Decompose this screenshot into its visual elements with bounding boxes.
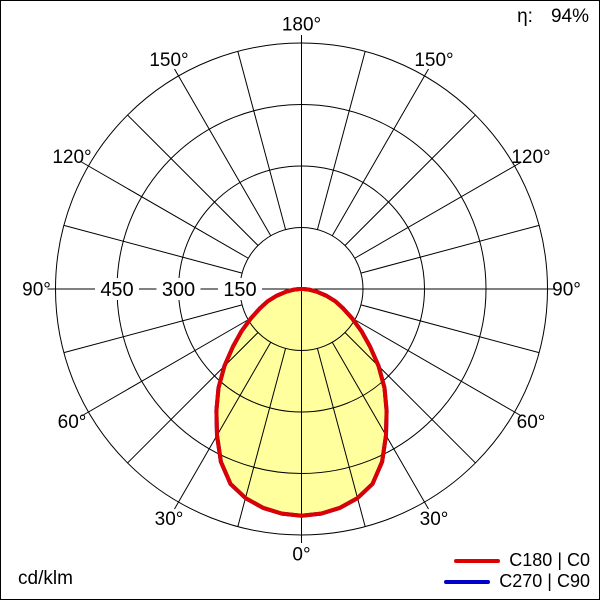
angle-label: 120°	[511, 147, 550, 168]
ring-label-mask	[156, 278, 201, 300]
grid-spoke	[331, 68, 429, 236]
legend-item-c90: C270 | C90	[444, 571, 590, 592]
grid-spoke	[354, 161, 522, 259]
ring-label: 300	[162, 279, 195, 301]
grid-spoke	[360, 224, 540, 274]
legend-label-c0: C180 | C0	[509, 550, 590, 570]
grid-spoke	[63, 224, 243, 274]
grid-spoke	[331, 342, 429, 510]
grid-spoke	[237, 51, 287, 230]
efficiency-value: 94%	[550, 6, 589, 27]
angle-label: 0°	[292, 545, 310, 566]
grid-spoke	[63, 304, 243, 354]
grid-spoke	[344, 114, 476, 246]
legend-line-c90-icon	[444, 579, 491, 584]
efficiency-label: η:	[517, 6, 533, 27]
grid-spoke	[127, 332, 259, 464]
angle-label: 150°	[149, 50, 188, 71]
grid-spoke	[174, 342, 272, 510]
grid-spoke	[360, 304, 540, 354]
legend-label-c90: C270 | C90	[499, 571, 590, 591]
grid-spoke	[81, 161, 249, 259]
grid-spoke	[81, 319, 249, 417]
grid-spoke	[354, 319, 522, 417]
angle-label: 180°	[282, 15, 321, 36]
intensity-curve-c180-c0	[214, 287, 389, 518]
angle-label: 60°	[517, 412, 546, 433]
angle-label: 90°	[552, 280, 581, 301]
efficiency-readout: η: 94%	[517, 6, 589, 28]
angle-label: 150°	[414, 50, 453, 71]
legend-line-c0-icon	[454, 558, 501, 563]
angle-label: 30°	[155, 509, 184, 530]
grid-spoke	[316, 51, 366, 230]
angle-label: 30°	[420, 509, 449, 530]
angle-label: 60°	[58, 412, 87, 433]
ring-label-mask	[218, 278, 262, 300]
ring-label-mask	[95, 278, 139, 300]
ring-label: 450	[100, 279, 133, 301]
angle-label: 120°	[52, 147, 91, 168]
ring-label: 150	[223, 279, 256, 301]
grid-spoke	[174, 68, 272, 236]
angle-label: 90°	[22, 280, 51, 301]
units-label: cd/klm	[18, 568, 73, 589]
legend-item-c0: C180 | C0	[444, 550, 590, 571]
grid-spoke	[344, 332, 476, 464]
grid-spoke	[127, 114, 259, 246]
legend: C180 | C0 C270 | C90	[444, 550, 590, 592]
